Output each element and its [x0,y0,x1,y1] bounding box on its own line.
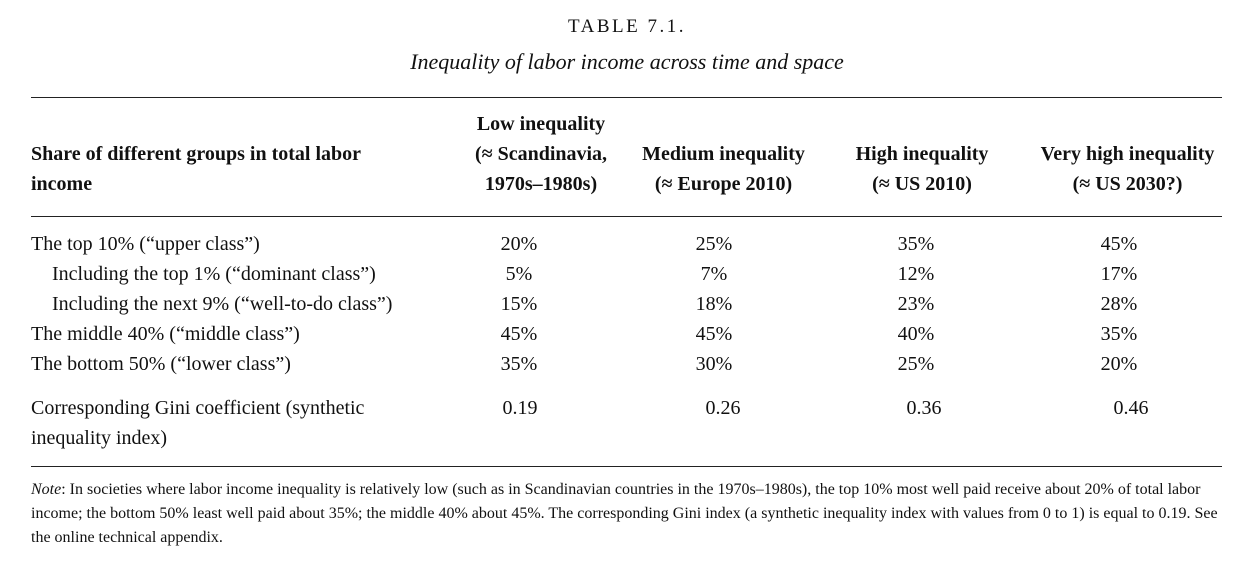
note-text: : In societies where labor income inequa… [31,481,1218,546]
cell-value: 25% [897,353,935,375]
header-rule [31,216,1222,217]
gini-value: 0.26 [705,397,741,419]
gini-value: 0.46 [1113,397,1149,419]
cell-value: 18% [695,293,733,315]
cell-value: 40% [897,323,935,345]
table-note: Note: In societies where labor income in… [31,478,1226,550]
row-label: Including the next 9% (“well-to-do class… [52,293,393,315]
table-row: Including the top 1% (“dominant class”) … [0,259,1254,289]
note-prefix: Note [31,481,62,498]
column-header-line: Medium inequality [642,143,805,165]
column-header-line: (≈ US 2030?) [1072,173,1183,195]
cell-value: 20% [500,233,538,255]
column-header-low: Low inequality (≈ Scandinavia, 1970s–198… [436,109,646,199]
column-header-line: Very high inequality [1040,143,1215,165]
cell-value: 25% [695,233,733,255]
cell-value: 20% [1100,353,1138,375]
column-header-line: Low inequality [476,113,606,135]
row-label: The top 10% (“upper class”) [31,233,260,255]
column-header-line: (≈ Europe 2010) [654,173,793,195]
gini-label: Corresponding Gini coefficient (syntheti… [31,397,365,449]
column-header-line: (≈ Scandinavia, [474,143,608,165]
cell-value: 28% [1100,293,1138,315]
table-row: The middle 40% (“middle class”) 45% 45% … [0,319,1254,349]
table-row: Including the next 9% (“well-to-do class… [0,289,1254,319]
column-header-line: (≈ US 2010) [872,173,972,195]
cell-value: 30% [695,353,733,375]
cell-value: 35% [1100,323,1138,345]
row-label: The bottom 50% (“lower class”) [31,353,291,375]
cell-value: 45% [695,323,733,345]
column-header-line: 1970s–1980s) [484,173,598,195]
cell-value: 45% [500,323,538,345]
cell-value: 15% [500,293,538,315]
table-row: The bottom 50% (“lower class”) 35% 30% 2… [0,349,1254,379]
cell-value: 17% [1100,263,1138,285]
cell-value: 7% [700,263,728,285]
column-header-very-high: Very high inequality (≈ US 2030?) [1025,139,1230,199]
column-header-high: High inequality (≈ US 2010) [832,139,1012,199]
column-header-line: High inequality [855,143,989,165]
table-row: The top 10% (“upper class”) 20% 25% 35% … [0,229,1254,259]
cell-value: 35% [500,353,538,375]
table-label: TABLE 7.1. [568,16,686,37]
cell-value: 23% [897,293,935,315]
cell-value: 45% [1100,233,1138,255]
row-header: Share of different groups in total labor… [31,143,361,195]
top-rule [31,97,1222,98]
cell-value: 5% [505,263,533,285]
cell-value: 35% [897,233,935,255]
column-header-medium: Medium inequality (≈ Europe 2010) [626,139,821,199]
row-label: Including the top 1% (“dominant class”) [52,263,376,285]
row-label: The middle 40% (“middle class”) [31,323,300,345]
table-title: Inequality of labor income across time a… [410,49,844,74]
cell-value: 12% [897,263,935,285]
gini-value: 0.36 [906,397,942,419]
footer-rule [31,466,1222,467]
gini-value: 0.19 [502,397,538,419]
